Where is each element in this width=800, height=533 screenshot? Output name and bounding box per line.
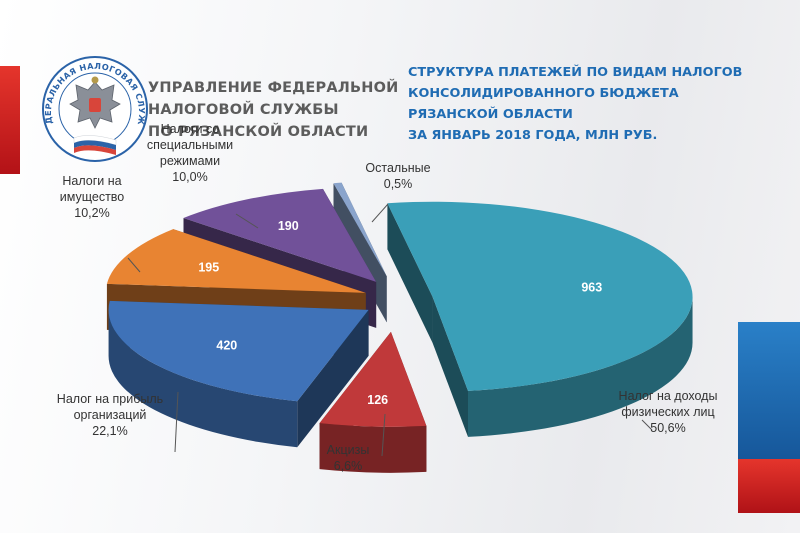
pie-category-label: Налоги со специальными режимами 10,0% — [147, 122, 233, 184]
org-name-line-3: ПО РЯЗАНСКОЙ ОБЛАСТИ — [148, 124, 369, 140]
pie-leader-line — [641, 419, 653, 431]
pie-slice — [319, 331, 427, 473]
pie-slice-top — [106, 229, 366, 293]
pie-leader-line — [235, 213, 259, 229]
pie-category-label: Налоги на имущество 10,2% — [60, 174, 125, 220]
pie-slice-side — [432, 296, 469, 437]
pie-slice-top — [333, 182, 387, 277]
pie-slice-top — [108, 300, 369, 402]
pie-slice-side — [387, 203, 433, 343]
pie-value-label: 963 — [581, 281, 602, 295]
pie-category-label: Налог на прибыль организаций 22,1% — [57, 392, 163, 438]
flag-stripe-left-red — [0, 66, 20, 174]
pie-labels: 963 Налог на доходы физических лиц 50,6% 126… — [57, 122, 718, 473]
chart-title-line-4: ЗА ЯНВАРЬ 2018 ГОДА, МЛН РУБ. — [408, 128, 658, 143]
eagle-emblem-icon — [69, 76, 121, 129]
org-name-line-2: НАЛОГОВОЙ СЛУЖБЫ — [148, 102, 339, 118]
pie-category-label: Остальные 0,5% — [365, 161, 430, 191]
pie-slice — [387, 201, 693, 437]
flag-stripe-right-blue — [738, 322, 800, 459]
logo-flag-icon — [73, 135, 117, 155]
chart-title-line-1: СТРУКТУРА ПЛАТЕЖЕЙ ПО ВИДАМ НАЛОГОВ — [408, 65, 743, 80]
pie-slice-top — [387, 201, 693, 391]
pie-slices — [106, 182, 693, 473]
pie-leader-line — [371, 203, 389, 223]
pie-slice — [108, 300, 369, 448]
fns-logo-icon: ФЕДЕРАЛЬНАЯ НАЛОГОВАЯ СЛУЖБА — [40, 52, 148, 162]
pie-leader-line — [381, 413, 386, 457]
organization-name: УПРАВЛЕНИЕ ФЕДЕРАЛЬНОЙ НАЛОГОВОЙ СЛУЖБЫ … — [148, 77, 399, 143]
chart-title: СТРУКТУРА ПЛАТЕЖЕЙ ПО ВИДАМ НАЛОГОВ КОНС… — [408, 62, 748, 146]
org-name-line-1: УПРАВЛЕНИЕ ФЕДЕРАЛЬНОЙ — [148, 80, 399, 96]
pie-value-label: 126 — [367, 393, 388, 407]
pie-slice-wall — [319, 423, 427, 473]
chart-title-line-3: РЯЗАНСКОЙ ОБЛАСТИ — [408, 107, 573, 122]
pie-leader-line — [127, 257, 141, 273]
pie-category-label: Налог на доходы физических лиц 50,6% — [619, 389, 718, 435]
pie-value-label: 195 — [198, 261, 219, 275]
pie-slice-wall — [108, 309, 298, 448]
pie-slice-top — [183, 188, 377, 282]
chart-title-line-2: КОНСОЛИДИРОВАННОГО БЮДЖЕТА — [408, 86, 679, 101]
flag-stripe-right-red — [738, 459, 800, 513]
pie-category-label: Акцизы 6,6% — [327, 443, 370, 473]
pie-slice-side — [297, 309, 369, 448]
pie-slice-wall — [468, 296, 693, 437]
pie-slice-top — [319, 331, 427, 427]
pie-leader-line — [174, 391, 179, 453]
pie-value-label: 420 — [216, 338, 237, 352]
pie-value-label: 190 — [278, 219, 299, 233]
